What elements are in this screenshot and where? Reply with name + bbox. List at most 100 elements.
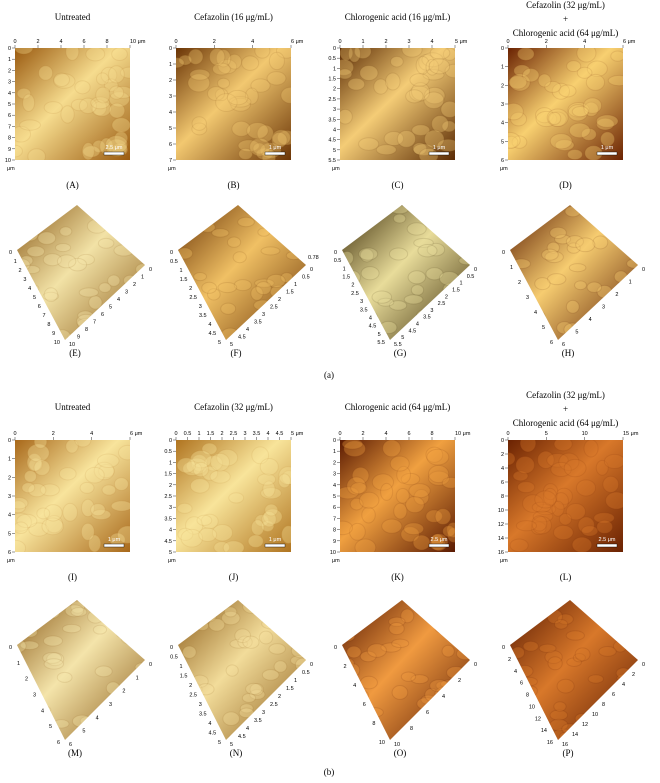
cell xyxy=(408,85,430,102)
cell xyxy=(28,522,49,537)
y-tick-label: 2 xyxy=(169,78,172,84)
axis-tick-label: 2 xyxy=(445,294,448,300)
axis-tick-label: 2 xyxy=(278,297,281,303)
y-tick-label: 1 xyxy=(8,457,11,463)
y-tick-label: 10 xyxy=(498,508,504,514)
cell xyxy=(190,454,208,472)
cell xyxy=(115,628,136,640)
axis-tick-label: 1.5 xyxy=(180,277,188,283)
cell xyxy=(191,122,208,136)
axis-tick-label: 4.5 xyxy=(238,335,246,341)
cell xyxy=(260,487,282,500)
cell xyxy=(508,451,516,466)
cell xyxy=(599,131,616,147)
cell xyxy=(599,612,614,627)
x-tick-label: 10 μm xyxy=(130,39,146,45)
axis-tick-label: 5 xyxy=(49,724,52,730)
axis-unit: μm xyxy=(500,558,508,564)
y-tick-label: 1.5 xyxy=(328,77,336,83)
cell xyxy=(407,270,427,285)
panel-title: Chlorogenic acid (16 μg/mL) xyxy=(345,12,451,22)
cell xyxy=(19,119,42,131)
axis-tick-label: 2.5 xyxy=(189,693,197,699)
axis-tick-label: 0 xyxy=(502,250,505,256)
panel-label: (E) xyxy=(69,348,81,358)
x-tick-label: 10 μm xyxy=(455,431,471,437)
cell xyxy=(422,69,445,81)
cell xyxy=(535,503,557,516)
cell xyxy=(510,724,521,736)
cell xyxy=(226,89,249,106)
cell xyxy=(177,527,194,541)
cell xyxy=(519,440,537,453)
cell xyxy=(547,656,563,671)
cell xyxy=(522,640,539,652)
cell-texture xyxy=(508,440,623,552)
cell xyxy=(389,455,410,472)
cell xyxy=(278,466,291,486)
cell xyxy=(255,281,272,296)
cell xyxy=(242,600,262,614)
cell xyxy=(371,473,395,491)
cell xyxy=(452,696,470,709)
cell xyxy=(447,527,455,543)
cell xyxy=(46,652,65,667)
axis-tick-label: 2 xyxy=(133,282,136,288)
cell xyxy=(401,48,423,58)
y-tick-label: 3 xyxy=(8,494,11,500)
y-tick-label: 4 xyxy=(8,513,11,519)
scale-bar-label: 1 μm xyxy=(269,537,282,543)
cell xyxy=(342,210,360,226)
cell xyxy=(558,84,577,98)
cell xyxy=(234,628,252,644)
cell xyxy=(22,228,39,242)
cell xyxy=(178,213,197,227)
cell xyxy=(201,465,219,481)
cell xyxy=(380,642,402,653)
cell xyxy=(347,77,366,91)
cell xyxy=(391,685,409,700)
cell xyxy=(365,205,385,217)
cell xyxy=(359,675,378,690)
cell xyxy=(64,604,85,618)
cell xyxy=(16,87,32,100)
panel-title: Cefazolin (32 μg/mL) xyxy=(526,0,605,10)
x-tick-label: 2 xyxy=(361,431,364,437)
cell xyxy=(259,457,279,476)
cell xyxy=(546,273,567,286)
cell xyxy=(585,73,606,91)
cell xyxy=(425,446,444,463)
cell xyxy=(458,256,470,266)
cell xyxy=(33,459,51,476)
cell xyxy=(596,519,614,534)
cell xyxy=(65,440,79,454)
axis-tick-label: 0.5 xyxy=(467,274,475,280)
cell xyxy=(285,250,302,261)
cell xyxy=(98,463,115,479)
cell xyxy=(176,57,185,69)
y-tick-label: 1.5 xyxy=(164,472,172,478)
cell xyxy=(388,247,409,261)
x-tick-label: 0 xyxy=(506,39,509,45)
cell xyxy=(86,218,108,234)
cell xyxy=(340,520,353,536)
cell xyxy=(568,263,587,273)
x-tick-label: 1 xyxy=(361,39,364,45)
cell xyxy=(400,671,417,682)
cell xyxy=(508,75,528,90)
y-tick-label: 0.5 xyxy=(328,56,336,62)
cell xyxy=(379,320,398,335)
cell xyxy=(214,88,229,102)
axis-tick-label: 5 xyxy=(230,342,233,348)
cell xyxy=(408,483,431,499)
cell xyxy=(438,270,460,286)
axis-tick-label: 0.5 xyxy=(170,259,178,265)
cell xyxy=(88,295,103,310)
cell xyxy=(574,647,591,662)
cell xyxy=(211,62,231,76)
cell xyxy=(56,671,73,683)
cell xyxy=(535,110,558,128)
cell xyxy=(42,651,63,664)
scale-bar xyxy=(428,543,450,548)
y-tick-label: 8 xyxy=(501,494,504,500)
